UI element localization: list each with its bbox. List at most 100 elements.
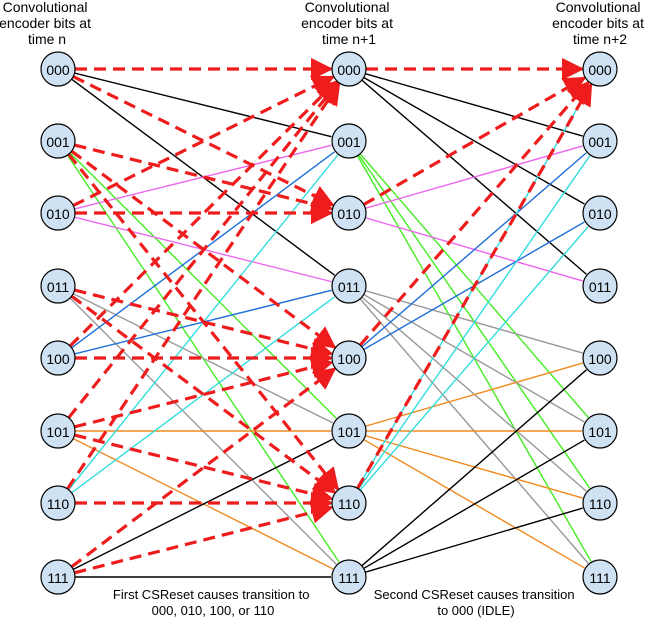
state-label: 111	[589, 570, 610, 586]
edge-n1-111-to-110	[365, 507, 583, 573]
reset-edge-first-010-to-000	[72, 75, 335, 207]
state-circle	[40, 413, 76, 449]
state-circle	[40, 123, 76, 159]
state-node-100-col1: 100	[331, 340, 367, 376]
state-circle	[331, 195, 367, 231]
state-circle	[582, 559, 618, 595]
state-label: 000	[337, 62, 361, 78]
state-label: 011	[589, 279, 612, 295]
state-circle	[40, 559, 76, 595]
state-node-111-col1: 111	[331, 559, 367, 595]
edge-n1-111-to-101	[363, 439, 585, 570]
state-node-000-col1: 000	[331, 51, 367, 87]
state-label: 110	[47, 496, 70, 512]
reset-edge-first-101-to-110	[74, 433, 334, 505]
caption-first-csreset: First CSReset causes transition to 000, …	[113, 587, 313, 618]
state-label: 001	[588, 134, 612, 150]
state-label: 111	[47, 570, 68, 586]
state-node-000-col2: 000	[582, 51, 618, 87]
reset-transitions	[66, 57, 593, 575]
state-circle	[40, 268, 76, 304]
state-circle	[582, 340, 618, 376]
edge-n1-110-to-001	[358, 155, 591, 490]
state-node-001-col0: 001	[40, 123, 76, 159]
state-node-111-col2: 111	[582, 559, 618, 595]
caption-second-csreset: Second CSReset causes transition to 000 …	[374, 587, 579, 618]
state-node-100-col2: 100	[582, 340, 618, 376]
edge-n-001-to-101	[69, 152, 337, 419]
state-label: 100	[588, 351, 612, 367]
state-circle	[40, 485, 76, 521]
state-circle	[582, 51, 618, 87]
state-node-101-col0: 101	[40, 413, 76, 449]
state-circle	[40, 51, 76, 87]
edge-n1-000-to-001	[365, 73, 583, 137]
reset-edge-first-101-to-100	[74, 356, 334, 429]
edge-n1-101-to-100	[365, 362, 583, 427]
reset-edge-second-110-to-000	[356, 82, 593, 490]
edge-n1-101-to-110	[365, 435, 583, 499]
state-label: 110	[589, 496, 612, 512]
state-label: 001	[46, 134, 70, 150]
state-nodes: 000 001 010 011 100 101 110 111 000 001 010 011 100 1…	[40, 51, 618, 595]
state-label: 010	[337, 206, 361, 222]
edge-n-111-to-101	[72, 438, 334, 571]
column-header-time-n: Convolutional encoder bits at time n	[0, 0, 95, 47]
state-label: 110	[338, 496, 361, 512]
reset-edge-second-100-to-000	[358, 80, 590, 347]
state-node-001-col1: 001	[331, 123, 367, 159]
reset-edge-first-101-to-000	[67, 81, 340, 419]
state-label: 001	[337, 134, 361, 150]
state-label: 011	[338, 279, 361, 295]
state-node-011-col0: 011	[40, 268, 76, 304]
state-circle	[582, 123, 618, 159]
state-node-010-col2: 010	[582, 195, 618, 231]
column-header-time-n1: Convolutional encoder bits at time n+1	[301, 0, 397, 47]
reset-edge-second-010-to-000	[362, 76, 587, 206]
state-node-111-col0: 111	[40, 559, 76, 595]
state-node-011-col2: 011	[582, 268, 618, 304]
edge-n1-000-to-010	[363, 76, 585, 205]
state-circle	[40, 195, 76, 231]
state-label: 000	[46, 62, 70, 78]
reset-edge-first-001-to-110	[67, 153, 340, 491]
state-circle	[331, 413, 367, 449]
state-label: 111	[338, 570, 359, 586]
state-label: 100	[337, 351, 361, 367]
state-label: 010	[46, 206, 70, 222]
state-circle	[331, 559, 367, 595]
edge-n1-110-to-010	[359, 226, 589, 491]
state-node-000-col0: 000	[40, 51, 76, 87]
state-node-011-col1: 011	[331, 268, 367, 304]
state-circle	[331, 123, 367, 159]
edge-n1-010-to-001	[365, 145, 583, 209]
state-circle	[331, 340, 367, 376]
state-node-010-col1: 010	[331, 195, 367, 231]
state-circle	[582, 485, 618, 521]
state-label: 101	[46, 424, 70, 440]
state-node-100-col0: 100	[40, 340, 76, 376]
state-label: 101	[337, 424, 361, 440]
state-circle	[582, 268, 618, 304]
state-node-101-col2: 101	[582, 413, 618, 449]
reset-edge-first-001-to-100	[70, 149, 337, 349]
state-node-110-col1: 110	[331, 485, 367, 521]
state-node-101-col1: 101	[331, 413, 367, 449]
column-header-time-n2: Convolutional encoder bits at time n+2	[552, 0, 648, 47]
state-label: 011	[47, 279, 70, 295]
reset-edge-first-110-to-000	[66, 82, 341, 490]
edge-n-010-to-001	[74, 144, 332, 210]
state-circle	[40, 340, 76, 376]
state-circle	[582, 195, 618, 231]
reset-edge-first-011-to-110	[70, 294, 337, 494]
reset-edge-first-100-to-000	[68, 80, 338, 348]
state-label: 010	[588, 206, 612, 222]
state-node-010-col0: 010	[40, 195, 76, 231]
state-circle	[331, 268, 367, 304]
state-circle	[331, 485, 367, 521]
state-circle	[582, 413, 618, 449]
state-label: 101	[588, 424, 612, 440]
state-node-001-col2: 001	[582, 123, 618, 159]
state-node-110-col0: 110	[40, 485, 76, 521]
